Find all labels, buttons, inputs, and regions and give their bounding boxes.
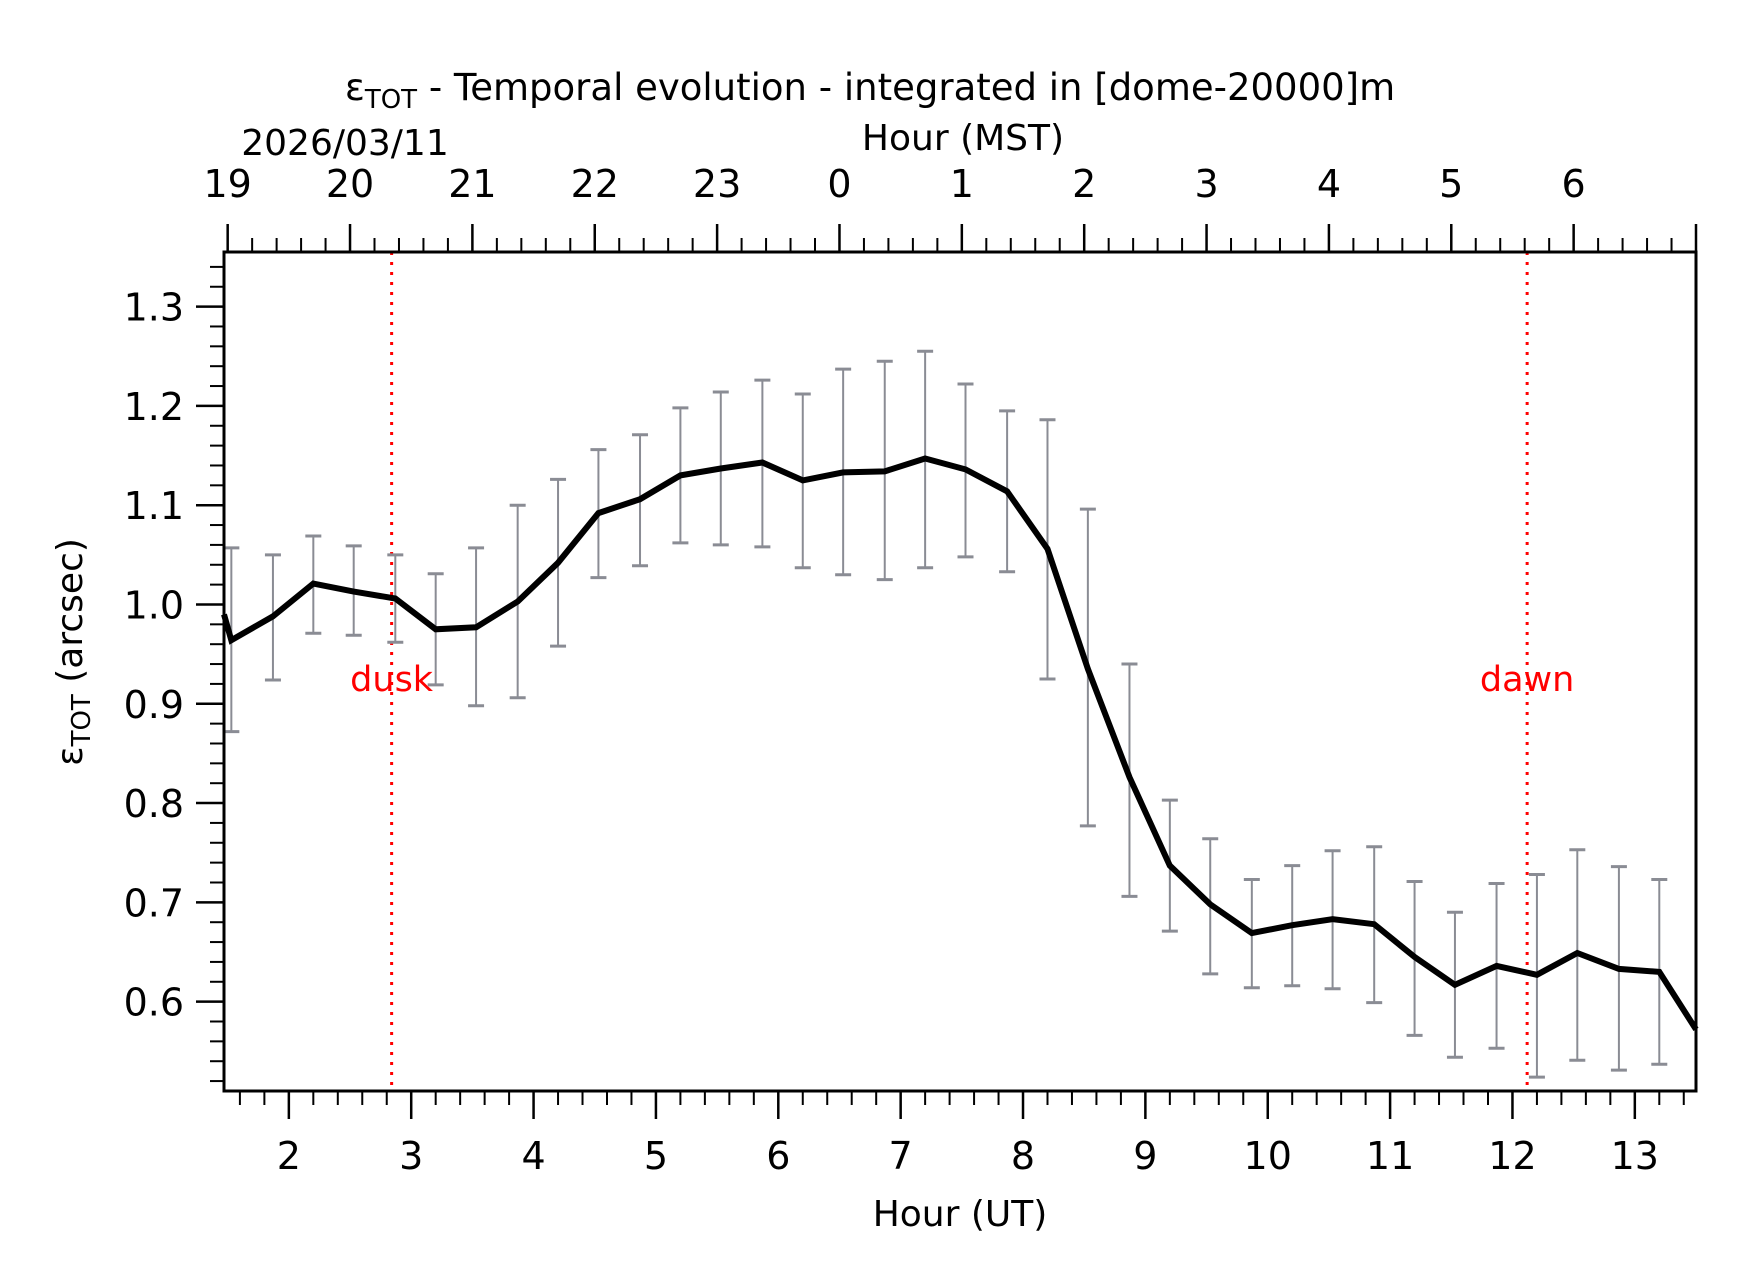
- y-tick-label: 1.1: [124, 484, 184, 528]
- top-x-tick-label: 3: [1194, 162, 1218, 206]
- x-tick-label: 13: [1611, 1134, 1659, 1178]
- x-tick-label: 2: [277, 1134, 301, 1178]
- y-axis-label: εTOT (arcsec): [50, 538, 97, 766]
- y-tick-label: 1.0: [124, 583, 184, 627]
- top-x-axis-label: Hour (MST): [862, 118, 1064, 159]
- x-tick-label: 5: [644, 1134, 668, 1178]
- top-x-tick-label: 5: [1439, 162, 1463, 206]
- annotation-label-dawn: dawn: [1480, 660, 1574, 700]
- x-tick-label: 11: [1366, 1134, 1414, 1178]
- y-tick-label: 0.6: [124, 981, 184, 1025]
- top-x-tick-label: 0: [827, 162, 851, 206]
- y-tick-label: 1.2: [124, 385, 184, 429]
- y-tick-label: 1.3: [124, 286, 184, 330]
- x-axis-label: Hour (UT): [873, 1194, 1048, 1235]
- chart-title: εTOT - Temporal evolution - integrated i…: [345, 66, 1395, 115]
- x-axis-ticks: 2 3 4 5 6 7 8 9 10 11 12 13: [238, 1091, 1685, 1178]
- series-line: [221, 455, 1699, 1032]
- top-x-axis-ticks: 19 20 21 22 23 0 1 2 3 4 5 6: [203, 162, 1698, 252]
- y-tick-label: 0.9: [124, 683, 184, 727]
- y-tick-label: 0.7: [124, 881, 184, 925]
- y-tick-label: 0.8: [124, 782, 184, 826]
- x-tick-label: 12: [1488, 1134, 1536, 1178]
- annotation-label-dusk: dusk: [350, 660, 434, 700]
- top-x-tick-label: 22: [571, 162, 619, 206]
- date-label: 2026/03/11: [241, 123, 449, 164]
- annotations: dusk dawn: [350, 252, 1574, 1091]
- top-x-tick-label: 1: [950, 162, 974, 206]
- x-tick-label: 6: [766, 1134, 790, 1178]
- series-line-path: [221, 455, 1699, 1032]
- x-tick-label: 9: [1133, 1134, 1157, 1178]
- top-x-tick-label: 23: [693, 162, 741, 206]
- x-tick-label: 10: [1244, 1134, 1292, 1178]
- top-x-tick-label: 4: [1317, 162, 1341, 206]
- y-axis-ticks: 0.6 0.7 0.8 0.9 1.0 1.1 1.2 1.3: [124, 265, 224, 1083]
- top-x-tick-label: 19: [203, 162, 251, 206]
- x-tick-label: 3: [399, 1134, 423, 1178]
- top-x-tick-label: 21: [448, 162, 496, 206]
- x-tick-label: 7: [889, 1134, 913, 1178]
- plot-frame: [222, 250, 1698, 1093]
- x-tick-label: 8: [1011, 1134, 1035, 1178]
- axes: [222, 250, 1698, 1093]
- top-x-tick-label: 2: [1072, 162, 1096, 206]
- top-x-tick-label: 6: [1562, 162, 1586, 206]
- x-tick-label: 4: [521, 1134, 545, 1178]
- top-x-tick-label: 20: [326, 162, 374, 206]
- error-bars: [223, 349, 1668, 1079]
